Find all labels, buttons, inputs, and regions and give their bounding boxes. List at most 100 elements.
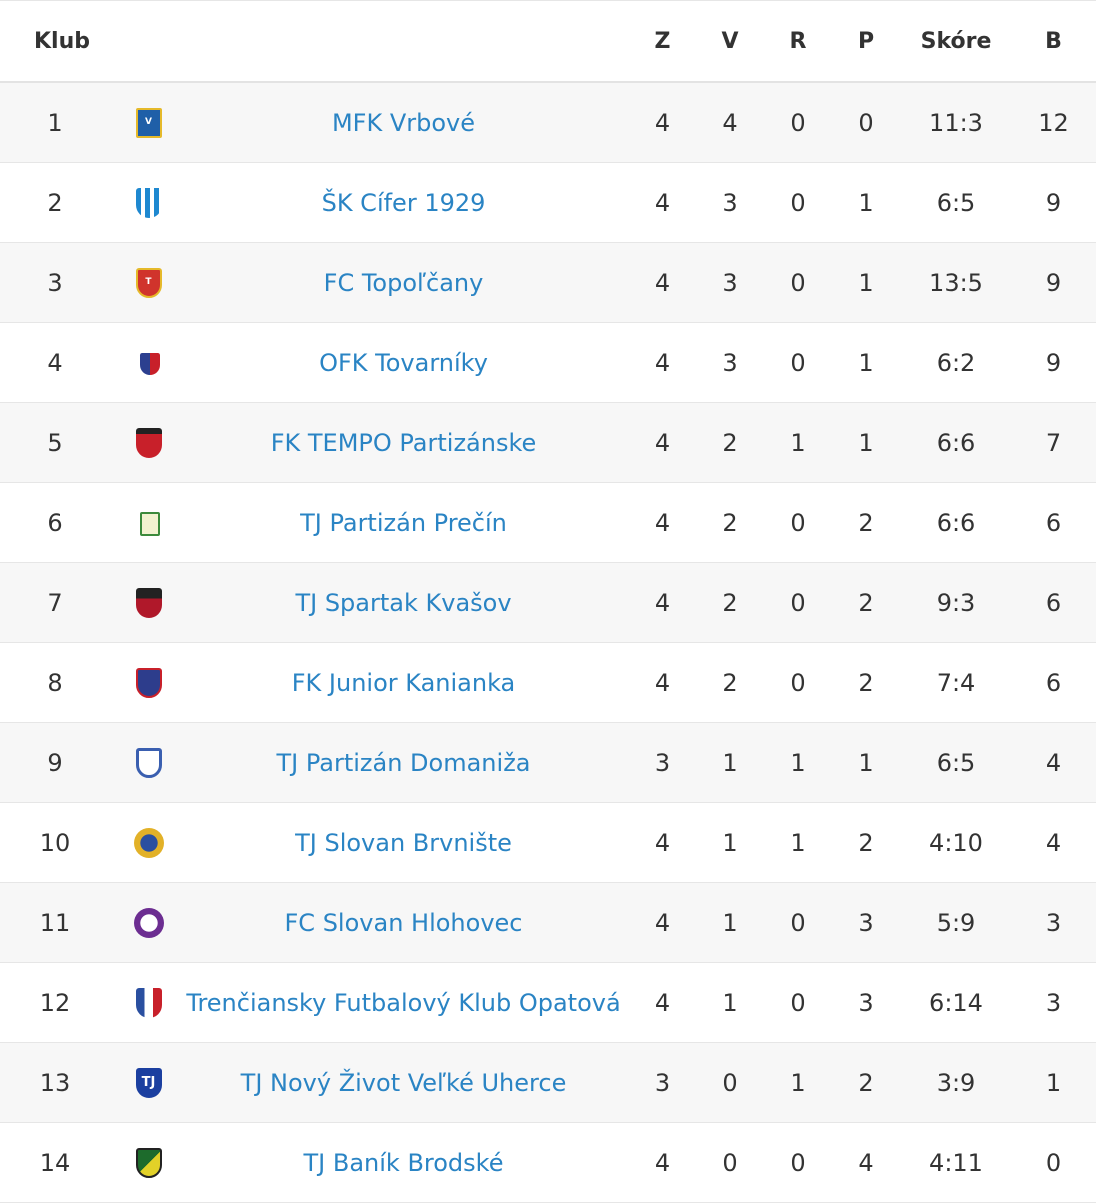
club-crest-icon[interactable]: V <box>135 107 162 138</box>
table-row: 2 ŠK Cífer 1929 4 3 0 1 6:5 9 <box>0 162 1096 243</box>
team-link[interactable]: FC Slovan Hlohovec <box>284 908 523 937</box>
club-crest-icon[interactable] <box>140 352 160 375</box>
team-link[interactable]: TJ Slovan Brvnište <box>295 828 512 857</box>
team-link[interactable]: MFK Vrbové <box>331 108 476 137</box>
club-crest-icon[interactable] <box>135 427 162 458</box>
team-link[interactable]: TJ Partizán Domaniža <box>276 748 531 777</box>
played-cell: 4 <box>630 82 695 163</box>
table-row: 4 OFK Tovarníky 4 3 0 1 6:2 9 <box>0 322 1096 403</box>
played-cell: 3 <box>630 1042 695 1123</box>
points-cell: 9 <box>1011 322 1096 403</box>
header-won: V <box>695 0 765 83</box>
club-crest-icon[interactable] <box>133 907 164 938</box>
score-cell: 6:14 <box>901 962 1011 1043</box>
position-cell: 6 <box>0 482 110 563</box>
position-cell: 5 <box>0 402 110 483</box>
team-link[interactable]: ŠK Cífer 1929 <box>321 188 486 217</box>
won-cell: 3 <box>695 242 765 323</box>
score-cell: 6:6 <box>901 402 1011 483</box>
score-cell: 13:5 <box>901 242 1011 323</box>
position-cell: 13 <box>0 1042 110 1123</box>
played-cell: 4 <box>630 962 695 1043</box>
played-cell: 3 <box>630 722 695 803</box>
team-link[interactable]: Trenčiansky Futbalový Klub Opatová <box>186 988 621 1017</box>
points-cell: 1 <box>1011 1042 1096 1123</box>
points-cell: 9 <box>1011 162 1096 243</box>
table-row: 5 FK TEMPO Partizánske 4 2 1 1 6:6 7 <box>0 402 1096 483</box>
score-cell: 11:3 <box>901 82 1011 163</box>
played-cell: 4 <box>630 882 695 963</box>
points-cell: 4 <box>1011 722 1096 803</box>
club-crest-icon[interactable] <box>140 511 160 536</box>
team-link[interactable]: TJ Baník Brodské <box>303 1148 504 1177</box>
club-crest-icon[interactable] <box>135 667 162 698</box>
position-cell: 10 <box>0 802 110 883</box>
lost-cell: 1 <box>831 402 901 483</box>
draw-cell: 1 <box>765 1042 831 1123</box>
played-cell: 4 <box>630 482 695 563</box>
team-link[interactable]: FC Topoľčany <box>323 268 484 297</box>
position-cell: 3 <box>0 242 110 323</box>
lost-cell: 3 <box>831 962 901 1043</box>
table-row: 1 V MFK Vrbové 4 4 0 0 11:3 12 <box>0 82 1096 163</box>
won-cell: 0 <box>695 1122 765 1203</box>
header-lost: P <box>831 0 901 83</box>
won-cell: 2 <box>695 642 765 723</box>
draw-cell: 0 <box>765 162 831 243</box>
club-crest-icon[interactable] <box>135 747 162 778</box>
table-row: 8 FK Junior Kanianka 4 2 0 2 7:4 6 <box>0 642 1096 723</box>
won-cell: 0 <box>695 1042 765 1123</box>
draw-cell: 0 <box>765 82 831 163</box>
position-cell: 9 <box>0 722 110 803</box>
club-crest-icon[interactable] <box>135 187 162 218</box>
header-score: Skóre <box>901 0 1011 83</box>
played-cell: 4 <box>630 162 695 243</box>
lost-cell: 3 <box>831 882 901 963</box>
header-draw: R <box>765 0 831 83</box>
club-crest-icon[interactable] <box>135 587 162 618</box>
draw-cell: 0 <box>765 562 831 643</box>
team-link[interactable]: TJ Partizán Prečín <box>300 508 507 537</box>
table-row: 9 TJ Partizán Domaniža 3 1 1 1 6:5 4 <box>0 722 1096 803</box>
club-crest-icon[interactable]: TJ <box>135 1067 162 1098</box>
position-cell: 11 <box>0 882 110 963</box>
points-cell: 6 <box>1011 642 1096 723</box>
score-cell: 7:4 <box>901 642 1011 723</box>
points-cell: 6 <box>1011 562 1096 643</box>
team-link[interactable]: TJ Nový Život Veľké Uherce <box>240 1068 567 1097</box>
lost-cell: 1 <box>831 162 901 243</box>
lost-cell: 4 <box>831 1122 901 1203</box>
table-row: 13 TJ TJ Nový Život Veľké Uherce 3 0 1 2… <box>0 1042 1096 1123</box>
draw-cell: 0 <box>765 642 831 723</box>
header-played: Z <box>630 0 695 83</box>
draw-cell: 0 <box>765 482 831 563</box>
lost-cell: 2 <box>831 482 901 563</box>
team-link[interactable]: FK Junior Kanianka <box>291 668 516 697</box>
header-club: Klub <box>0 0 630 83</box>
won-cell: 3 <box>695 162 765 243</box>
team-link[interactable]: TJ Spartak Kvašov <box>295 588 512 617</box>
club-crest-icon[interactable] <box>135 987 162 1018</box>
position-cell: 4 <box>0 322 110 403</box>
won-cell: 1 <box>695 722 765 803</box>
draw-cell: 1 <box>765 722 831 803</box>
header-points: B <box>1011 0 1096 83</box>
team-link[interactable]: FK TEMPO Partizánske <box>270 428 537 457</box>
club-crest-icon[interactable]: T <box>135 267 162 298</box>
draw-cell: 0 <box>765 1122 831 1203</box>
team-link[interactable]: OFK Tovarníky <box>319 348 488 377</box>
score-cell: 9:3 <box>901 562 1011 643</box>
lost-cell: 0 <box>831 82 901 163</box>
club-crest-icon[interactable] <box>133 827 164 858</box>
club-crest-icon[interactable] <box>135 1147 162 1178</box>
played-cell: 4 <box>630 322 695 403</box>
table-header-row: Klub Z V R P Skóre B <box>0 0 1096 83</box>
table-row: 14 TJ Baník Brodské 4 0 0 4 4:11 0 <box>0 1122 1096 1203</box>
score-cell: 6:2 <box>901 322 1011 403</box>
points-cell: 6 <box>1011 482 1096 563</box>
score-cell: 4:10 <box>901 802 1011 883</box>
score-cell: 6:6 <box>901 482 1011 563</box>
played-cell: 4 <box>630 642 695 723</box>
points-cell: 4 <box>1011 802 1096 883</box>
